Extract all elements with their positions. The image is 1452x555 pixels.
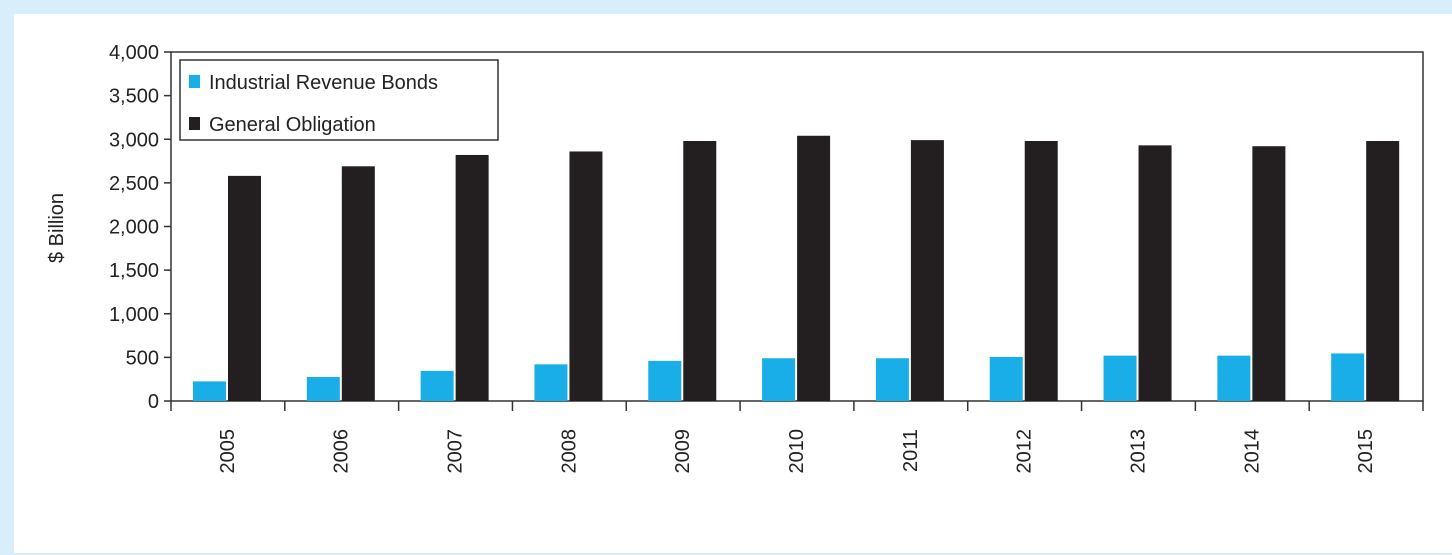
x-tick-label: 2008 — [558, 429, 580, 474]
bar-general-obligation-2013 — [1138, 145, 1172, 401]
bar-industrial-revenue-bonds-2009 — [648, 360, 682, 401]
legend-swatch-industrial-revenue-bonds — [189, 75, 200, 88]
legend-label-industrial-revenue-bonds: Industrial Revenue Bonds — [209, 72, 438, 94]
bar-industrial-revenue-bonds-2008 — [534, 364, 568, 401]
y-tick-label: 3,000 — [109, 129, 159, 151]
x-tick-label: 2013 — [1127, 429, 1149, 474]
bar-industrial-revenue-bonds-2011 — [875, 358, 909, 401]
bar-industrial-revenue-bonds-2012 — [989, 356, 1023, 401]
x-tick-label: 2015 — [1355, 429, 1377, 474]
bar-general-obligation-2015 — [1366, 140, 1400, 401]
bar-industrial-revenue-bonds-2015 — [1331, 353, 1365, 401]
y-tick-label: 2,500 — [109, 173, 159, 195]
bar-industrial-revenue-bonds-2005 — [193, 381, 226, 401]
y-tick-label: 2,000 — [109, 217, 159, 239]
bar-industrial-revenue-bonds-2007 — [420, 370, 454, 401]
bar-general-obligation-2009 — [683, 140, 717, 401]
y-axis-title: $ Billion — [46, 193, 68, 263]
bar-general-obligation-2007 — [455, 154, 489, 401]
legend-label-general-obligation: General Obligation — [209, 114, 376, 136]
legend-box — [179, 59, 499, 141]
bar-general-obligation-2005 — [228, 175, 261, 401]
x-tick-label: 2009 — [672, 429, 694, 474]
bar-industrial-revenue-bonds-2010 — [762, 358, 796, 401]
y-tick-label: 0 — [148, 391, 159, 413]
plot-area: 0 500 1,000 1,500 2,000 2,500 3,000 3,500 4,000 2… — [109, 42, 1424, 474]
x-tick-label: 2005 — [217, 429, 239, 474]
x-tick-label: 2010 — [786, 429, 808, 474]
x-tick-label: 2007 — [445, 429, 467, 474]
bar-general-obligation-2012 — [1024, 140, 1058, 401]
x-tick-label: 2006 — [331, 429, 353, 474]
bar-general-obligation-2014 — [1252, 146, 1286, 401]
x-tick-label: 2012 — [1014, 429, 1036, 474]
x-tick-label: 2011 — [900, 429, 922, 472]
y-tick-label: 1,500 — [109, 260, 159, 282]
y-tick-label: 4,000 — [109, 42, 159, 64]
bar-general-obligation-2010 — [797, 135, 831, 401]
bar-general-obligation-2011 — [910, 140, 944, 401]
bar-general-obligation-2006 — [341, 166, 375, 401]
y-tick-label: 3,500 — [109, 86, 159, 108]
y-tick-label: 500 — [126, 347, 159, 369]
legend: Industrial Revenue Bonds General Obligat… — [179, 59, 499, 141]
y-tick-label: 1,000 — [109, 304, 159, 326]
bar-industrial-revenue-bonds-2006 — [306, 377, 340, 401]
bar-industrial-revenue-bonds-2013 — [1103, 355, 1137, 401]
bar-general-obligation-2008 — [569, 151, 603, 401]
x-tick-label: 2014 — [1241, 429, 1263, 474]
bar-industrial-revenue-bonds-2014 — [1217, 355, 1251, 401]
legend-swatch-general-obligation — [189, 117, 200, 130]
